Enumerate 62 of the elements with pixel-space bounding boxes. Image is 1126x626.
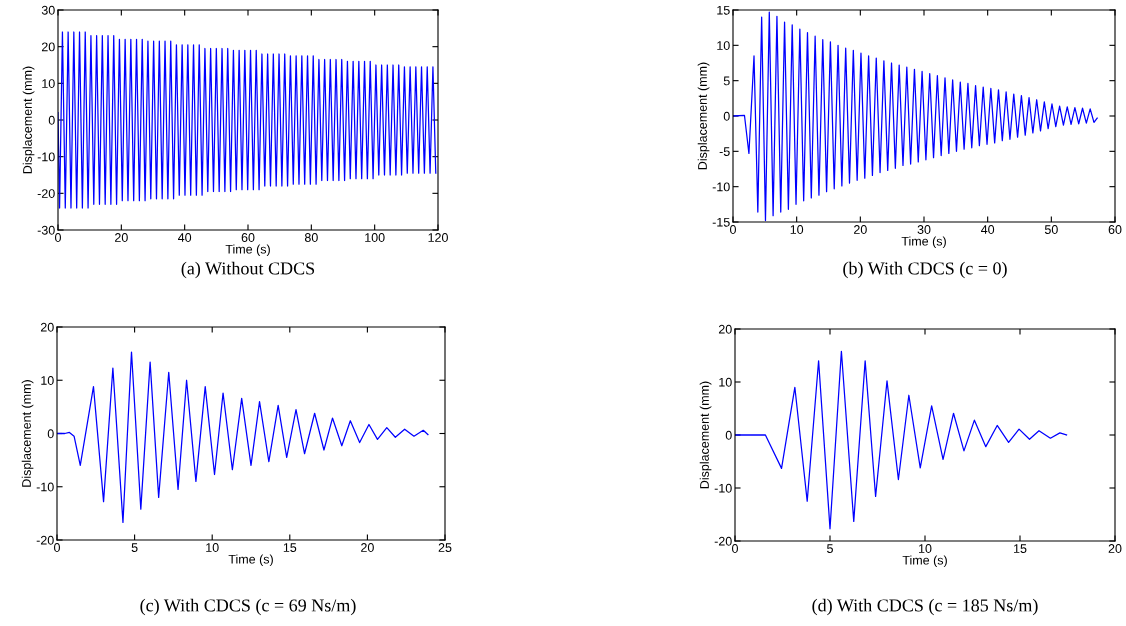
x-tick-label: 20 xyxy=(1108,544,1122,553)
x-tick-label: 15 xyxy=(1014,544,1027,553)
x-axis-title: Time (s) xyxy=(228,554,273,567)
x-tick-label: 25 xyxy=(438,543,452,552)
x-tick-label: 20 xyxy=(115,233,128,242)
y-tick-label: -10 xyxy=(712,182,730,192)
x-tick-label: 0 xyxy=(55,233,61,242)
x-tick-label: 5 xyxy=(827,544,833,553)
line-series xyxy=(58,31,437,209)
x-tick-label: 100 xyxy=(365,233,385,242)
y-tick-label: 15 xyxy=(717,5,730,15)
y-axis-title: Displacement (mm) xyxy=(22,66,35,174)
text: (a) Without CDCS xyxy=(181,261,315,279)
x-tick-label: 50 xyxy=(1044,225,1058,234)
x-tick-label: 60 xyxy=(1108,225,1122,234)
x-tick-label: 10 xyxy=(919,544,932,553)
x-tick-label: 10 xyxy=(790,225,804,234)
y-tick-label: 20 xyxy=(718,324,732,334)
y-tick-label: 0 xyxy=(48,115,55,125)
y-axis-title: Displacement (mm) xyxy=(21,380,34,487)
y-tick-label: 0 xyxy=(723,111,730,121)
y-tick-label: -10 xyxy=(37,152,55,162)
x-axis-title: Time (s) xyxy=(225,244,270,257)
y-tick-label: -20 xyxy=(36,535,54,545)
x-tick-label: 20 xyxy=(361,543,374,552)
x-tick-label: 20 xyxy=(854,225,867,234)
y-tick-label: -5 xyxy=(719,147,730,156)
line-series xyxy=(735,350,1068,530)
y-tick-label: -30 xyxy=(37,225,55,235)
y-tick-label: -10 xyxy=(714,483,732,493)
y-tick-label: 20 xyxy=(41,42,55,52)
x-tick-label: 15 xyxy=(283,543,297,552)
x-tick-label: 10 xyxy=(206,543,219,552)
y-tick-label: 10 xyxy=(42,79,55,88)
text: (d) With CDCS (c = 185 Ns/m) xyxy=(812,598,1038,616)
y-axis-title: Displacement (mm) xyxy=(699,381,712,489)
x-tick-label: 0 xyxy=(732,544,738,553)
y-tick-label: -10 xyxy=(36,482,54,492)
y-tick-label: 20 xyxy=(40,322,54,332)
line-series xyxy=(57,351,429,524)
x-tick-label: 60 xyxy=(241,233,255,242)
x-axis-title: Time (s) xyxy=(901,236,946,249)
y-tick-label: -20 xyxy=(714,536,732,546)
y-tick-label: 10 xyxy=(719,377,732,387)
x-tick-label: 80 xyxy=(304,233,318,242)
y-tick-label: 0 xyxy=(47,429,54,439)
y-tick-label: 0 xyxy=(725,430,732,440)
y-axis-title: Displacement (mm) xyxy=(697,62,710,170)
y-tick-label: -20 xyxy=(37,189,55,198)
y-tick-label: 10 xyxy=(717,41,730,50)
y-tick-label: 5 xyxy=(723,76,730,86)
x-tick-label: 120 xyxy=(428,233,448,242)
x-tick-label: 40 xyxy=(178,233,192,242)
text: (b) With CDCS (c = 0) xyxy=(843,261,1007,279)
y-tick-label: 10 xyxy=(41,376,54,385)
y-tick-label: 30 xyxy=(41,5,55,15)
x-tick-label: 5 xyxy=(131,543,138,552)
x-tick-label: 40 xyxy=(981,225,995,234)
text: (c) With CDCS (c = 69 Ns/m) xyxy=(140,598,356,616)
y-tick-label: -15 xyxy=(712,217,730,227)
x-axis-title: Time (s) xyxy=(902,555,947,568)
x-tick-label: 30 xyxy=(917,225,931,234)
